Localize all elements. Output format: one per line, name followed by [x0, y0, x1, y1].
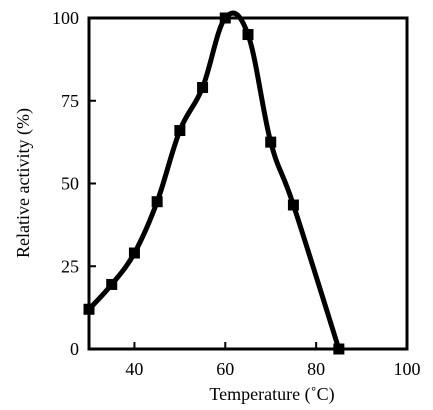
x-axis-label: Temperature (˚C) — [209, 384, 334, 405]
data-point-marker — [242, 29, 254, 41]
x-tick-label: 100 — [394, 359, 421, 379]
x-axis-ticks: 40 60 80 100 — [125, 342, 421, 379]
y-tick-label: 50 — [61, 174, 79, 194]
data-point-marker — [151, 196, 163, 208]
data-point-marker — [174, 125, 186, 137]
plot-frame — [87, 16, 409, 351]
y-tick-label: 75 — [61, 91, 79, 111]
data-point-marker — [265, 136, 277, 148]
data-point-marker — [128, 247, 140, 259]
x-tick-label: 40 — [125, 359, 143, 379]
x-tick-label: 60 — [216, 359, 234, 379]
data-point-marker — [106, 278, 118, 290]
series-line — [86, 10, 342, 352]
data-point-marker — [333, 343, 345, 355]
y-axis-label: Relative activity (%) — [13, 108, 34, 258]
data-point-marker — [197, 82, 209, 94]
data-point-marker — [287, 199, 299, 211]
y-tick-label: 100 — [52, 8, 79, 28]
y-tick-label: 25 — [61, 256, 79, 276]
data-point-marker — [219, 12, 231, 24]
y-axis-ticks: 0 25 50 75 100 — [52, 8, 96, 359]
data-point-marker — [83, 303, 95, 315]
series-layer — [83, 10, 345, 355]
y-tick-label: 0 — [70, 339, 79, 359]
x-tick-label: 80 — [307, 359, 325, 379]
